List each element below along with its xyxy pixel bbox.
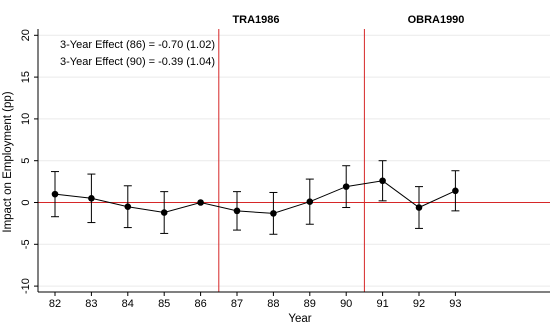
error-bars <box>51 160 460 235</box>
data-point <box>160 209 168 216</box>
y-tick-label: 20 <box>20 29 32 41</box>
obra1990-label: OBRA1990 <box>408 14 465 26</box>
y-tick-label: -5 <box>20 239 32 249</box>
y-tick-label: 5 <box>20 158 32 164</box>
tra1986-label: TRA1986 <box>232 14 279 26</box>
x-tick-label: 93 <box>449 298 461 310</box>
x-tick-label: 84 <box>122 298 134 310</box>
data-point <box>233 207 241 215</box>
data-point <box>124 203 132 210</box>
data-point <box>379 177 386 185</box>
x-tick-label: 91 <box>376 298 388 310</box>
data-point <box>415 204 423 211</box>
series-line <box>54 180 456 214</box>
x-tick-label: 88 <box>267 298 279 310</box>
axes: 20 15 10 5 0 -5 -10 82 83 84 85 86 87 88 89 90 91 92 93 <box>20 29 550 310</box>
data-point <box>306 198 314 205</box>
y-tick-label: -10 <box>20 278 32 294</box>
data-point <box>51 190 59 198</box>
x-tick-label: 89 <box>304 298 316 310</box>
y-tick-label: 15 <box>20 71 32 83</box>
x-tick-label: 90 <box>340 298 352 310</box>
x-axis-title: Year <box>288 313 311 323</box>
x-tick-label: 92 <box>413 298 425 310</box>
y-tick-label: 0 <box>20 199 32 205</box>
x-tick-label: 87 <box>231 298 243 310</box>
y-axis-title: Impact on Employment (pp) <box>2 91 14 232</box>
data-point <box>452 187 459 195</box>
data-point <box>88 195 95 202</box>
gridlines <box>38 34 550 287</box>
x-tick-label: 83 <box>85 298 97 310</box>
x-tick-label: 86 <box>194 298 206 310</box>
reference-lines <box>38 29 550 292</box>
data-point <box>270 210 277 217</box>
x-tick-label: 85 <box>158 298 170 310</box>
annotation-effect-86: 3-Year Effect (86) = -0.70 (1.02) <box>60 39 215 51</box>
annotation-effect-90: 3-Year Effect (90) = -0.39 (1.04) <box>60 56 215 68</box>
x-tick-label: 82 <box>49 298 61 310</box>
data-point <box>342 183 350 190</box>
y-tick-label: 10 <box>20 113 32 125</box>
data-point <box>197 199 204 206</box>
data-points <box>51 177 459 217</box>
